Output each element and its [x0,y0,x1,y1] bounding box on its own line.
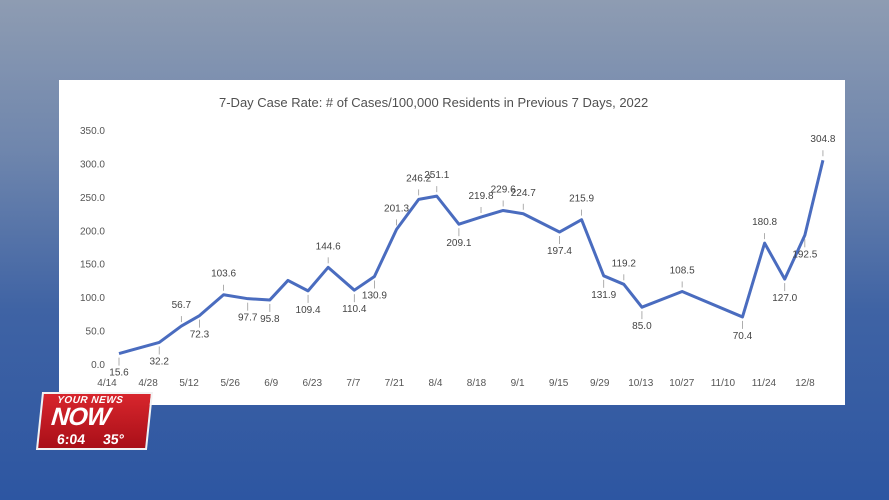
data-label: 201.3 [384,203,409,214]
y-tick-label: 100.0 [80,293,105,304]
data-label: 131.9 [591,290,616,301]
data-label: 32.2 [149,356,169,367]
data-label: 209.1 [446,238,471,249]
x-tick-label: 12/8 [795,378,815,389]
x-tick-label: 5/12 [179,378,199,389]
data-label: 97.7 [238,313,258,324]
data-label: 119.2 [612,258,637,269]
data-label: 229.6 [491,184,516,195]
y-tick-label: 300.0 [80,159,105,170]
x-tick-label: 10/13 [628,378,653,389]
data-label: 85.0 [632,321,652,332]
x-tick-label: 11/10 [711,378,736,389]
data-label: 109.4 [296,305,321,316]
data-label: 251.1 [424,170,449,181]
y-tick-label: 0.0 [91,360,105,371]
chart-title: 7-Day Case Rate: # of Cases/100,000 Resi… [219,95,649,110]
data-label: 197.4 [547,246,572,257]
x-tick-label: 7/7 [346,378,360,389]
data-label: 180.8 [752,217,777,228]
line-chart: 0.0 50.0 100.0 150.0 200.0 250.0 300.0 350.0 4/1… [80,126,836,389]
y-tick-label: 150.0 [80,260,105,271]
y-tick-label: 50.0 [86,327,106,338]
data-label: 95.8 [260,314,280,325]
data-label: 103.6 [211,269,236,280]
data-label: 110.4 [342,304,367,315]
x-tick-label: 4/28 [138,378,158,389]
clock-time: 6:04 [56,431,86,447]
temperature: 35° [102,431,126,447]
x-tick-label: 8/18 [467,378,487,389]
data-label: 15.6 [109,368,129,379]
x-tick-label: 9/1 [511,378,525,389]
y-tick-label: 200.0 [80,226,105,237]
y-tick-label: 250.0 [80,193,105,204]
x-tick-label: 5/26 [220,378,240,389]
data-label: 144.6 [316,241,341,252]
data-label: 192.5 [792,249,817,260]
x-tick-label: 11/24 [752,378,777,389]
data-label: 304.8 [810,134,835,145]
station-logo: YOUR NEWS NOW 6:04 35° [35,392,154,450]
data-label: 219.8 [469,191,494,202]
data-label: 127.0 [772,293,797,304]
data-label: 70.4 [733,331,753,342]
x-tick-label: 10/27 [669,378,694,389]
x-tick-label: 9/15 [549,378,569,389]
data-label: 246.2 [406,173,431,184]
x-tick-label: 4/14 [97,378,117,389]
x-tick-label: 9/29 [590,378,610,389]
x-tick-label: 6/9 [264,378,278,389]
chart-card: 0.0 50.0 100.0 150.0 200.0 250.0 300.0 350.0 4/1… [59,80,845,405]
series-line [118,159,825,356]
x-tick-label: 7/21 [385,378,405,389]
logo-main-text: NOW [49,403,112,431]
data-label: 56.7 [172,300,192,311]
data-label: 108.5 [670,265,695,276]
y-tick-label: 350.0 [80,126,105,137]
data-label: 130.9 [362,290,387,301]
data-label: 215.9 [569,194,594,205]
data-label: 224.7 [511,188,536,199]
x-tick-label: 6/23 [303,378,323,389]
x-tick-label: 8/4 [429,378,443,389]
data-label: 72.3 [190,330,210,341]
